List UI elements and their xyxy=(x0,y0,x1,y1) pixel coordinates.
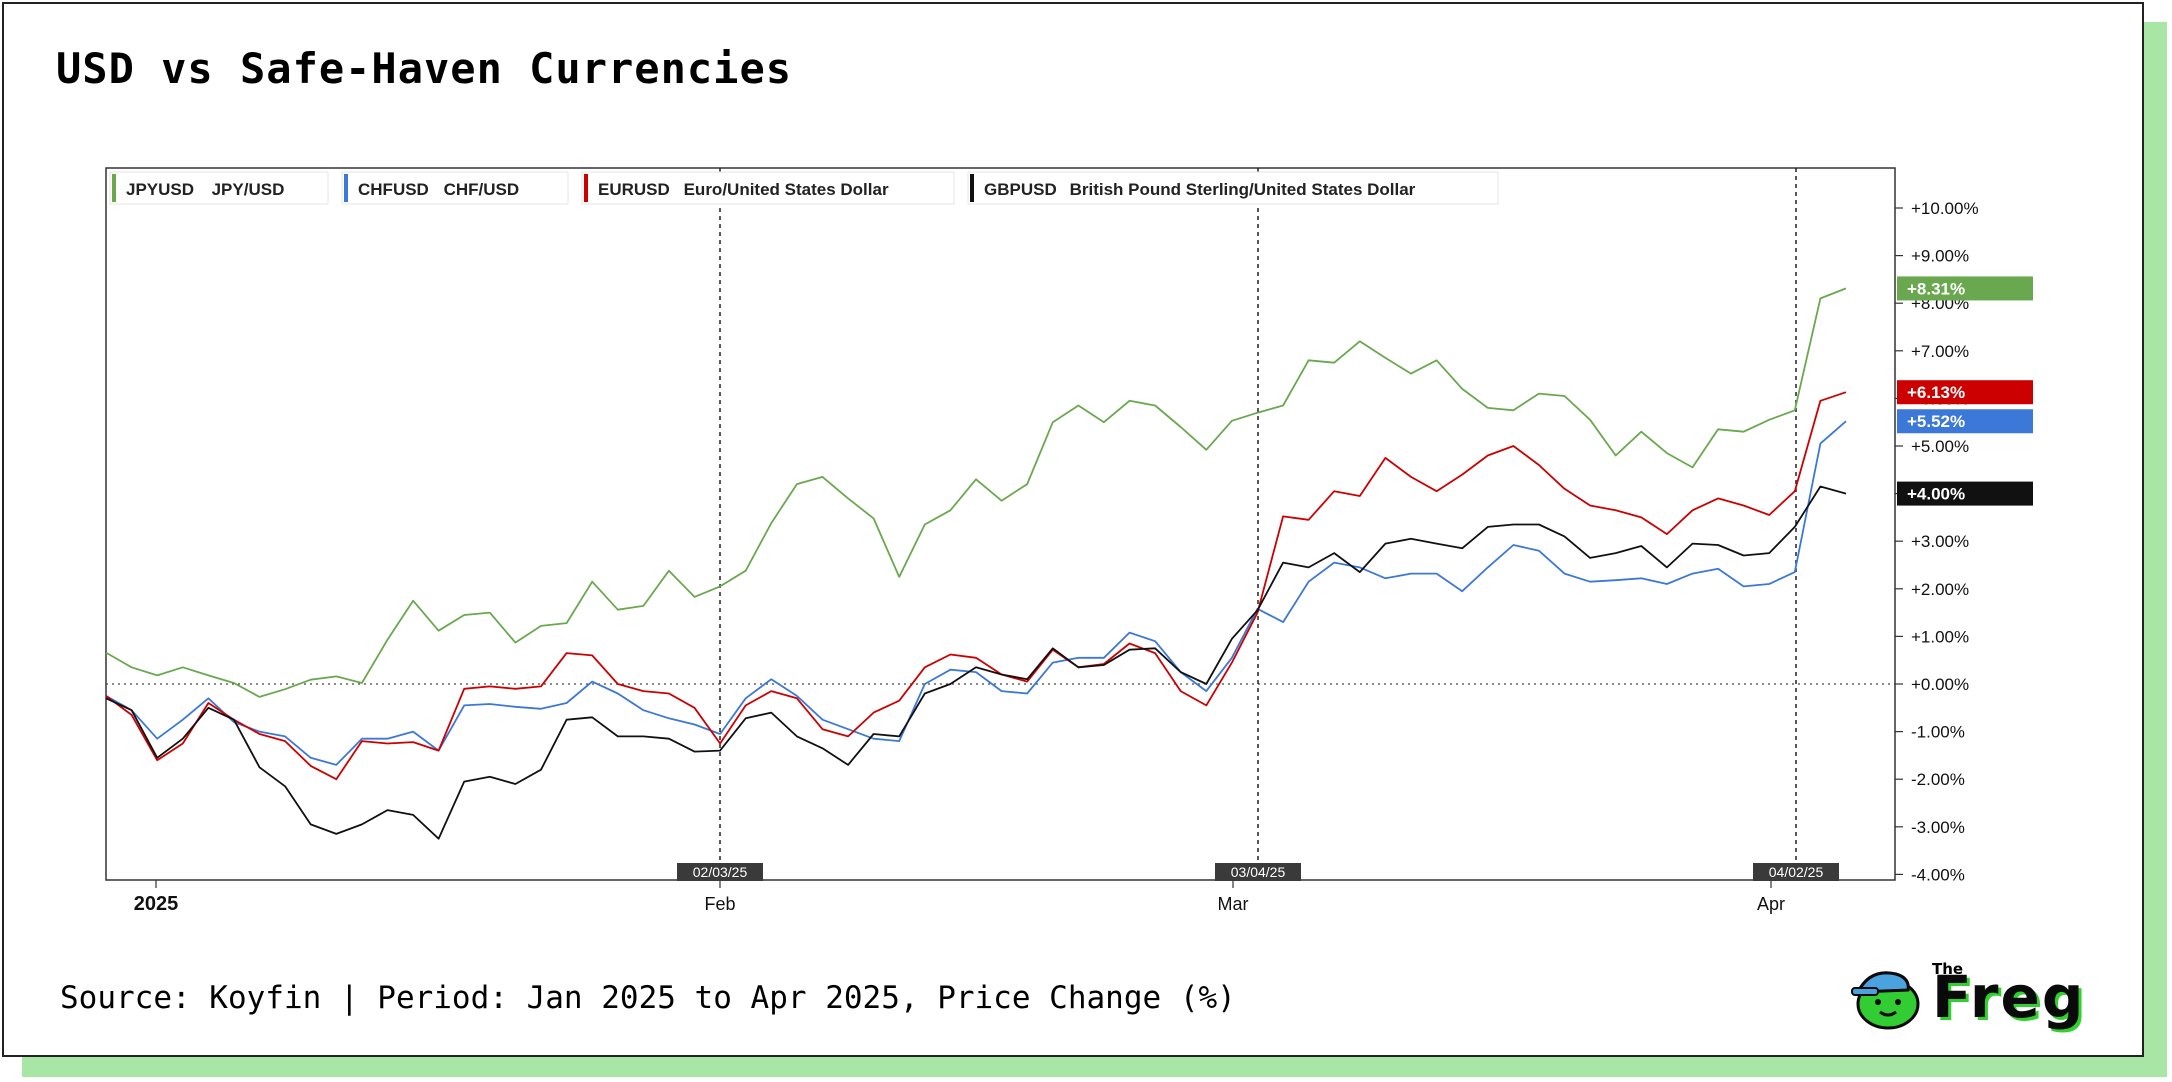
event-marker-label: 04/02/25 xyxy=(1769,864,1824,880)
source-note: Source: Koyfin | Period: Jan 2025 to Apr… xyxy=(60,980,1236,1016)
last-value-badge xyxy=(1897,276,2033,301)
plot-frame xyxy=(105,167,1896,881)
last-value-label: +4.00% xyxy=(1907,485,1965,504)
legend-item-eurusd[interactable]: EURUSD Euro/United States Dollar xyxy=(581,171,955,205)
x-tick-label: 2025 xyxy=(134,893,179,915)
legend-swatch xyxy=(970,174,974,202)
event-marker-badge xyxy=(1753,863,1839,881)
y-tick-label: -1.00% xyxy=(1911,723,1965,742)
legend-ticker: JPYUSD xyxy=(126,180,194,199)
series-line-eurusd xyxy=(105,391,1847,781)
legend-item-jpyusd[interactable]: JPYUSD JPY/USD xyxy=(109,171,329,205)
y-tick-label: +10.00% xyxy=(1911,199,1979,218)
series-line-gbpusd xyxy=(105,485,1847,840)
logo-small-text: The xyxy=(1932,960,1964,978)
y-tick-label: +5.00% xyxy=(1911,437,1969,456)
legend-name: CHF/USD xyxy=(444,180,520,199)
legend-item-chfusd[interactable]: CHFUSD CHF/USD xyxy=(341,171,569,205)
last-value-label: +6.13% xyxy=(1907,383,1965,402)
x-tick-label: Feb xyxy=(704,894,735,914)
y-tick-label: +1.00% xyxy=(1911,627,1969,646)
series-line-jpyusd xyxy=(105,287,1847,698)
y-tick-label: -3.00% xyxy=(1911,818,1965,837)
y-tick-label: +9.00% xyxy=(1911,247,1969,266)
last-value-label: +5.52% xyxy=(1907,412,1965,431)
legend-name: British Pound Sterling/United States Dol… xyxy=(1070,180,1416,199)
legend-ticker: GBPUSD xyxy=(984,180,1057,199)
legend-ticker: CHFUSD xyxy=(358,180,429,199)
last-value-badge xyxy=(1897,409,2033,434)
y-tick-label: +7.00% xyxy=(1911,342,1969,361)
chart-title: USD vs Safe-Haven Currencies xyxy=(56,44,793,93)
last-value-label: +8.31% xyxy=(1907,279,1965,298)
legend-swatch xyxy=(584,174,588,202)
x-tick-label: Mar xyxy=(1218,894,1249,914)
series-line-chfusd xyxy=(105,420,1847,766)
legend-ticker: EURUSD xyxy=(598,180,670,199)
last-value-badge xyxy=(1897,481,2033,506)
last-value-badge xyxy=(1897,380,2033,405)
legend-name: JPY/USD xyxy=(212,180,285,199)
y-tick-label: -2.00% xyxy=(1911,770,1965,789)
y-tick-label: +0.00% xyxy=(1911,675,1969,694)
event-marker-badge xyxy=(1215,863,1301,881)
x-tick-label: Apr xyxy=(1757,894,1785,914)
logo-wordmark: Freg xyxy=(1932,963,2086,1031)
legend-swatch xyxy=(344,174,348,202)
event-marker-label: 02/03/25 xyxy=(693,864,748,880)
event-marker-badge xyxy=(677,863,763,881)
legend-swatch xyxy=(112,174,116,202)
legend-name: Euro/United States Dollar xyxy=(684,180,889,199)
freg-logo-icon xyxy=(1851,971,1920,1030)
event-marker-label: 03/04/25 xyxy=(1231,864,1286,880)
legend-item-gbpusd[interactable]: GBPUSD British Pound Sterling/United Stat… xyxy=(967,171,1499,205)
y-tick-label: +2.00% xyxy=(1911,580,1969,599)
y-tick-label: -4.00% xyxy=(1911,865,1965,884)
y-tick-label: +3.00% xyxy=(1911,532,1969,551)
